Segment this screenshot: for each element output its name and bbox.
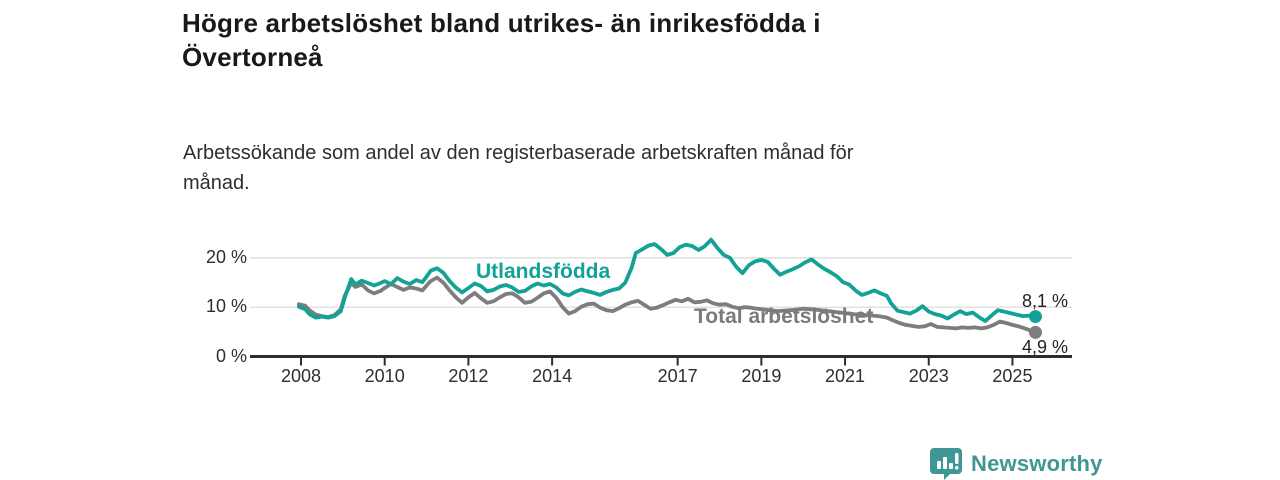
- newsworthy-logo-text: Newsworthy: [971, 450, 1103, 476]
- chart-subtitle-line-1: Arbetssökande som andel av den registerb…: [183, 142, 854, 164]
- end-value-label-utlandsfodda: 8,1 %: [1021, 291, 1068, 311]
- series-end-dot-1: [1028, 325, 1042, 339]
- end-value-label-total-arbetsloshet: 4,9 %: [1021, 337, 1068, 357]
- chart-subtitle-line-2: månad.: [183, 172, 250, 194]
- page-title-line-2: Övertorneå: [182, 42, 323, 72]
- newsworthy-logo: Newsworthy: [930, 447, 1103, 480]
- series-line-0: [296, 237, 1038, 323]
- series-label-utlandsfodda: Utlandsfödda: [476, 260, 611, 283]
- chart-subtitle: Arbetssökande som andel av den registerb…: [183, 138, 1063, 198]
- series-line-1: [296, 275, 1038, 335]
- series-label-total-arbetsloshet: Total arbetslöshet: [694, 305, 874, 328]
- newsworthy-logo-icon: [930, 447, 963, 480]
- page-title: Högre arbetslöshet bland utrikes- än inr…: [182, 6, 1082, 74]
- page-title-line-1: Högre arbetslöshet bland utrikes- än inr…: [182, 8, 821, 38]
- series-end-dot-0: [1028, 310, 1042, 324]
